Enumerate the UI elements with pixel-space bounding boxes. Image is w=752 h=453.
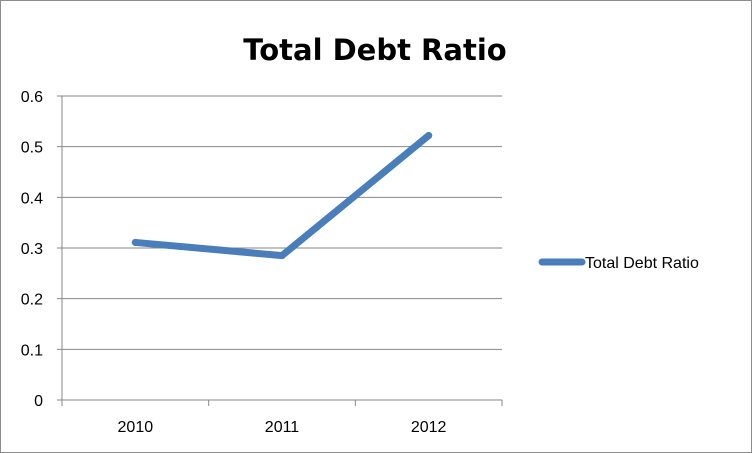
x-tick-label-2012: 2012 [411,419,447,436]
series-line-0 [131,132,433,260]
chart-title: Total Debt Ratio [243,33,506,67]
y-tick-label-4: 0.4 [21,190,43,207]
legend-label-0: Total Debt Ratio [585,255,699,272]
y-tick-label-0: 0 [34,393,43,410]
y-tick-label-3: 0.3 [21,241,43,258]
y-axis-ticks: 0 0.1 0.2 0.3 0.4 0.5 0.6 [21,89,62,410]
x-axis-ticks: 2010 2011 2012 [61,400,503,436]
legend: Total Debt Ratio [538,255,699,272]
y-tick-label-1: 0.1 [21,342,43,359]
data-point-2012 [425,132,433,140]
x-tick-label-2011: 2011 [265,419,300,436]
y-tick-label-5: 0.5 [21,140,43,157]
data-point-2011 [278,252,286,260]
y-tick-label-2: 0.2 [21,292,43,309]
gridlines [62,95,502,350]
y-tick-label-6: 0.6 [21,89,43,106]
x-tick-label-2010: 2010 [118,419,154,436]
series-group [131,132,433,260]
data-point-2010 [131,238,139,246]
